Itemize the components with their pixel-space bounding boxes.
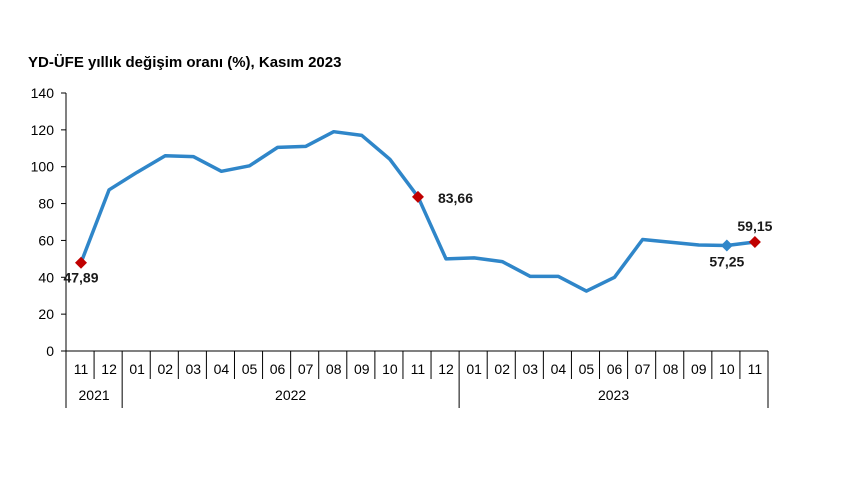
data-label: 83,66 <box>438 190 473 206</box>
x-tick-label: 08 <box>663 361 679 377</box>
y-tick-label: 20 <box>38 306 54 322</box>
data-point-marker <box>75 256 87 269</box>
x-tick-label: 05 <box>579 361 595 377</box>
x-tick-label: 03 <box>522 361 538 377</box>
y-tick-label: 140 <box>31 85 55 101</box>
x-tick-label: 01 <box>466 361 482 377</box>
x-tick-label: 12 <box>438 361 454 377</box>
data-label: 47,89 <box>63 270 98 286</box>
x-tick-label: 04 <box>551 361 567 377</box>
x-tick-label: 09 <box>691 361 707 377</box>
x-tick-label: 05 <box>242 361 258 377</box>
data-point-marker <box>411 190 424 203</box>
data-label: 57,25 <box>709 253 744 269</box>
x-tick-label: 03 <box>186 361 202 377</box>
x-tick-label: 09 <box>354 361 370 377</box>
year-label: 2022 <box>275 387 306 403</box>
series-line <box>79 129 757 293</box>
x-tick-label: 06 <box>270 361 286 377</box>
y-tick-label: 40 <box>38 269 54 285</box>
y-tick-label: 0 <box>46 343 54 359</box>
x-tick-label: 10 <box>382 361 398 377</box>
data-label: 59,15 <box>737 218 772 234</box>
x-tick-label: 01 <box>129 361 145 377</box>
year-label: 2023 <box>598 387 629 403</box>
x-tick-label: 06 <box>607 361 623 377</box>
y-tick-label: 60 <box>38 232 54 248</box>
y-tick-label: 80 <box>38 196 54 212</box>
data-point-marker <box>748 235 761 248</box>
x-tick-label: 02 <box>494 361 510 377</box>
data-point-marker <box>720 239 733 252</box>
x-tick-label: 07 <box>635 361 651 377</box>
year-label: 2021 <box>79 387 110 403</box>
x-tick-label: 11 <box>748 361 763 377</box>
x-tick-label: 10 <box>719 361 735 377</box>
x-tick-label: 04 <box>214 361 230 377</box>
x-tick-label: 11 <box>74 361 89 377</box>
x-tick-label: 07 <box>298 361 314 377</box>
x-tick-label: 02 <box>157 361 173 377</box>
x-tick-label: 12 <box>101 361 117 377</box>
x-tick-label: 08 <box>326 361 342 377</box>
chart-title: YD-ÜFE yıllık değişim oranı (%), Kasım 2… <box>28 54 342 71</box>
y-tick-label: 120 <box>31 122 55 138</box>
y-tick-label: 100 <box>31 159 55 175</box>
x-tick-label: 11 <box>411 361 426 377</box>
